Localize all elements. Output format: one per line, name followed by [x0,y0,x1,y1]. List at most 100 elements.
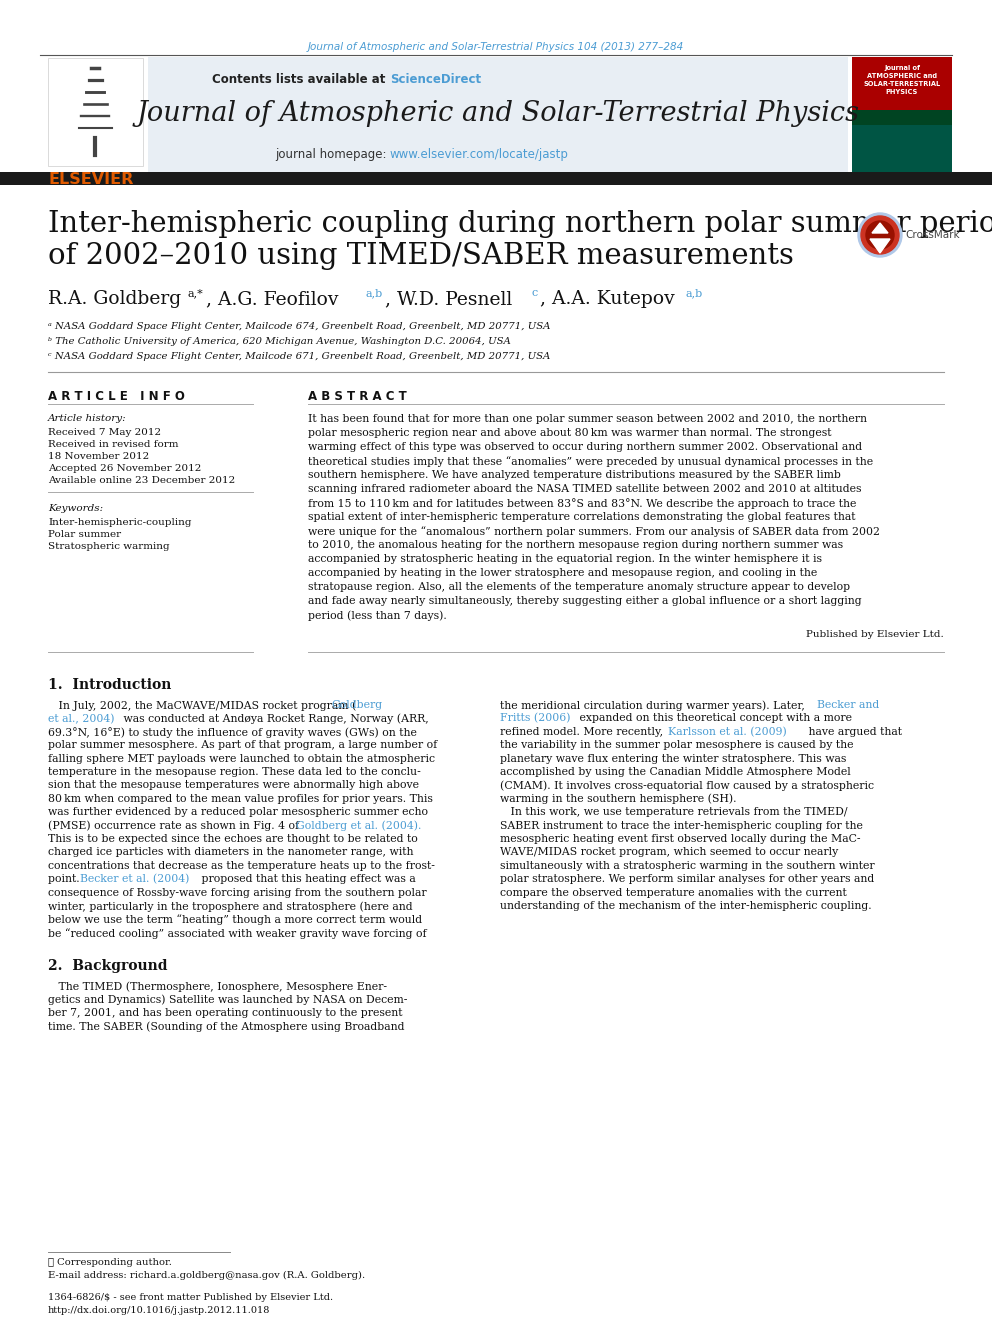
Text: Journal of Atmospheric and Solar-Terrestrial Physics: Journal of Atmospheric and Solar-Terrest… [137,101,859,127]
Text: understanding of the mechanism of the inter-hemispheric coupling.: understanding of the mechanism of the in… [500,901,872,912]
Text: concentrations that decrease as the temperature heats up to the frost-: concentrations that decrease as the temp… [48,861,434,871]
Text: R.A. Goldberg: R.A. Goldberg [48,290,187,308]
Text: In this work, we use temperature retrievals from the TIMED/: In this work, we use temperature retriev… [500,807,847,818]
Text: Keywords:: Keywords: [48,504,103,513]
Text: Karlsson et al. (2009): Karlsson et al. (2009) [668,726,787,737]
Text: time. The SABER (Sounding of the Atmosphere using Broadband: time. The SABER (Sounding of the Atmosph… [48,1021,405,1032]
Text: WAVE/MIDAS rocket program, which seemed to occur nearly: WAVE/MIDAS rocket program, which seemed … [500,848,838,857]
Text: (CMAM). It involves cross-equatorial flow caused by a stratospheric: (CMAM). It involves cross-equatorial flo… [500,781,874,791]
Text: Journal of
ATMOSPHERIC and
SOLAR-TERRESTRIAL
PHYSICS: Journal of ATMOSPHERIC and SOLAR-TERREST… [863,65,940,95]
Text: sion that the mesopause temperatures were abnormally high above: sion that the mesopause temperatures wer… [48,781,419,790]
Text: were unique for the “anomalous” northern polar summers. From our analysis of SAB: were unique for the “anomalous” northern… [308,527,880,537]
Text: Article history:: Article history: [48,414,127,423]
Text: refined model. More recently,: refined model. More recently, [500,726,667,737]
Text: accomplished by using the Canadian Middle Atmosphere Model: accomplished by using the Canadian Middl… [500,767,851,777]
Text: Goldberg: Goldberg [331,700,382,710]
Text: to 2010, the anomalous heating for the northern mesopause region during northern: to 2010, the anomalous heating for the n… [308,540,843,550]
Polygon shape [870,239,890,253]
Text: Received in revised form: Received in revised form [48,441,179,448]
Text: http://dx.doi.org/10.1016/j.jastp.2012.11.018: http://dx.doi.org/10.1016/j.jastp.2012.1… [48,1306,271,1315]
Text: 18 November 2012: 18 November 2012 [48,452,149,460]
Text: expanded on this theoretical concept with a more: expanded on this theoretical concept wit… [576,713,852,724]
Text: warming effect of this type was observed to occur during northern summer 2002. O: warming effect of this type was observed… [308,442,862,452]
Text: 69.3°N, 16°E) to study the influence of gravity waves (GWs) on the: 69.3°N, 16°E) to study the influence of … [48,726,417,738]
Text: a,b: a,b [365,288,382,298]
Text: have argued that: have argued that [805,726,902,737]
Text: Becker and: Becker and [817,700,879,710]
Text: spatial extent of inter-hemispheric temperature correlations demonstrating the g: spatial extent of inter-hemispheric temp… [308,512,855,523]
Text: ber 7, 2001, and has been operating continuously to the present: ber 7, 2001, and has been operating cont… [48,1008,403,1017]
Text: winter, particularly in the troposphere and stratosphere (here and: winter, particularly in the troposphere … [48,901,413,912]
Text: Published by Elsevier Ltd.: Published by Elsevier Ltd. [806,630,944,639]
Text: www.elsevier.com/locate/jastp: www.elsevier.com/locate/jastp [390,148,568,161]
Text: of 2002–2010 using TIMED/SABER measurements: of 2002–2010 using TIMED/SABER measureme… [48,242,794,270]
Text: It has been found that for more than one polar summer season between 2002 and 20: It has been found that for more than one… [308,414,867,423]
Text: , A.A. Kutepov: , A.A. Kutepov [540,290,681,308]
Text: polar mesospheric region near and above about 80 km was warmer than normal. The : polar mesospheric region near and above … [308,429,831,438]
Text: mesospheric heating event first observed locally during the MaC-: mesospheric heating event first observed… [500,833,860,844]
Text: 1364-6826/$ - see front matter Published by Elsevier Ltd.: 1364-6826/$ - see front matter Published… [48,1293,333,1302]
Circle shape [866,221,894,249]
Text: ᵃ NASA Goddard Space Flight Center, Mailcode 674, Greenbelt Road, Greenbelt, MD : ᵃ NASA Goddard Space Flight Center, Mail… [48,321,551,331]
Circle shape [858,213,902,257]
Text: proposed that this heating effect was a: proposed that this heating effect was a [198,875,416,884]
Text: 80 km when compared to the mean value profiles for prior years. This: 80 km when compared to the mean value pr… [48,794,433,804]
Text: 2.  Background: 2. Background [48,959,168,974]
FancyBboxPatch shape [48,58,143,165]
Text: consequence of Rossby-wave forcing arising from the southern polar: consequence of Rossby-wave forcing arisi… [48,888,427,897]
Text: point.: point. [48,875,83,884]
Text: and fade away nearly simultaneously, thereby suggesting either a global influenc: and fade away nearly simultaneously, the… [308,595,862,606]
Text: A R T I C L E   I N F O: A R T I C L E I N F O [48,390,185,404]
FancyBboxPatch shape [148,57,848,172]
Text: warming in the southern hemisphere (SH).: warming in the southern hemisphere (SH). [500,794,736,804]
Text: simultaneously with a stratospheric warming in the southern winter: simultaneously with a stratospheric warm… [500,861,875,871]
Text: ᶜ NASA Goddard Space Flight Center, Mailcode 671, Greenbelt Road, Greenbelt, MD : ᶜ NASA Goddard Space Flight Center, Mail… [48,352,551,361]
Circle shape [861,216,899,254]
Text: Becker et al. (2004): Becker et al. (2004) [80,875,189,885]
Text: SABER instrument to trace the inter-hemispheric coupling for the: SABER instrument to trace the inter-hemi… [500,820,863,831]
Text: from 15 to 110 km and for latitudes between 83°S and 83°N. We describe the appro: from 15 to 110 km and for latitudes betw… [308,497,856,509]
Text: et al., 2004): et al., 2004) [48,713,114,724]
Text: 1.  Introduction: 1. Introduction [48,677,172,692]
FancyBboxPatch shape [852,110,952,172]
Polygon shape [872,224,888,233]
Text: Contents lists available at: Contents lists available at [212,73,390,86]
Text: Received 7 May 2012: Received 7 May 2012 [48,429,161,437]
Text: a,*: a,* [188,288,203,298]
Text: The TIMED (Thermosphere, Ionosphere, Mesosphere Ener-: The TIMED (Thermosphere, Ionosphere, Mes… [48,982,387,992]
Text: polar stratosphere. We perform similar analyses for other years and: polar stratosphere. We perform similar a… [500,875,874,884]
Text: c: c [531,288,538,298]
Text: E-mail address: richard.a.goldberg@nasa.gov (R.A. Goldberg).: E-mail address: richard.a.goldberg@nasa.… [48,1271,365,1281]
Text: Goldberg et al. (2004).: Goldberg et al. (2004). [296,820,422,831]
Text: be “reduced cooling” associated with weaker gravity wave forcing of: be “reduced cooling” associated with wea… [48,927,427,938]
Text: CrossMark: CrossMark [905,230,959,239]
Text: accompanied by heating in the lower stratosphere and mesopause region, and cooli: accompanied by heating in the lower stra… [308,568,817,578]
Text: falling sphere MET payloads were launched to obtain the atmospheric: falling sphere MET payloads were launche… [48,754,435,763]
Text: the meridional circulation during warmer years). Later,: the meridional circulation during warmer… [500,700,808,710]
Text: stratopause region. Also, all the elements of the temperature anomaly structure : stratopause region. Also, all the elemen… [308,582,850,591]
Text: below we use the term “heating” though a more correct term would: below we use the term “heating” though a… [48,914,423,925]
FancyBboxPatch shape [852,57,952,172]
Text: temperature in the mesopause region. These data led to the conclu-: temperature in the mesopause region. The… [48,767,421,777]
Text: was further evidenced by a reduced polar mesospheric summer echo: was further evidenced by a reduced polar… [48,807,428,818]
Text: ScienceDirect: ScienceDirect [390,73,481,86]
FancyBboxPatch shape [852,124,952,172]
Text: Stratospheric warming: Stratospheric warming [48,542,170,550]
FancyBboxPatch shape [0,172,992,185]
Text: Inter-hemispheric-coupling: Inter-hemispheric-coupling [48,519,191,527]
Text: period (less than 7 days).: period (less than 7 days). [308,610,446,620]
Text: planetary wave flux entering the winter stratosphere. This was: planetary wave flux entering the winter … [500,754,846,763]
Text: Journal of Atmospheric and Solar-Terrestrial Physics 104 (2013) 277–284: Journal of Atmospheric and Solar-Terrest… [308,42,684,52]
Text: was conducted at Andøya Rocket Range, Norway (ARR,: was conducted at Andøya Rocket Range, No… [120,713,429,724]
Text: accompanied by stratospheric heating in the equatorial region. In the winter hem: accompanied by stratospheric heating in … [308,554,822,564]
Text: Inter-hemispheric coupling during northern polar summer periods: Inter-hemispheric coupling during northe… [48,210,992,238]
Text: ELSEVIER: ELSEVIER [48,172,133,187]
Text: A B S T R A C T: A B S T R A C T [308,390,407,404]
Text: Polar summer: Polar summer [48,531,121,538]
Text: compare the observed temperature anomalies with the current: compare the observed temperature anomali… [500,888,847,897]
Text: , W.D. Pesnell: , W.D. Pesnell [385,290,518,308]
Text: theoretical studies imply that these “anomalies” were preceded by unusual dynami: theoretical studies imply that these “an… [308,456,873,467]
Text: southern hemisphere. We have analyzed temperature distributions measured by the : southern hemisphere. We have analyzed te… [308,470,841,480]
Text: getics and Dynamics) Satellite was launched by NASA on Decem-: getics and Dynamics) Satellite was launc… [48,995,408,1005]
Text: scanning infrared radiometer aboard the NASA TIMED satellite between 2002 and 20: scanning infrared radiometer aboard the … [308,484,861,493]
